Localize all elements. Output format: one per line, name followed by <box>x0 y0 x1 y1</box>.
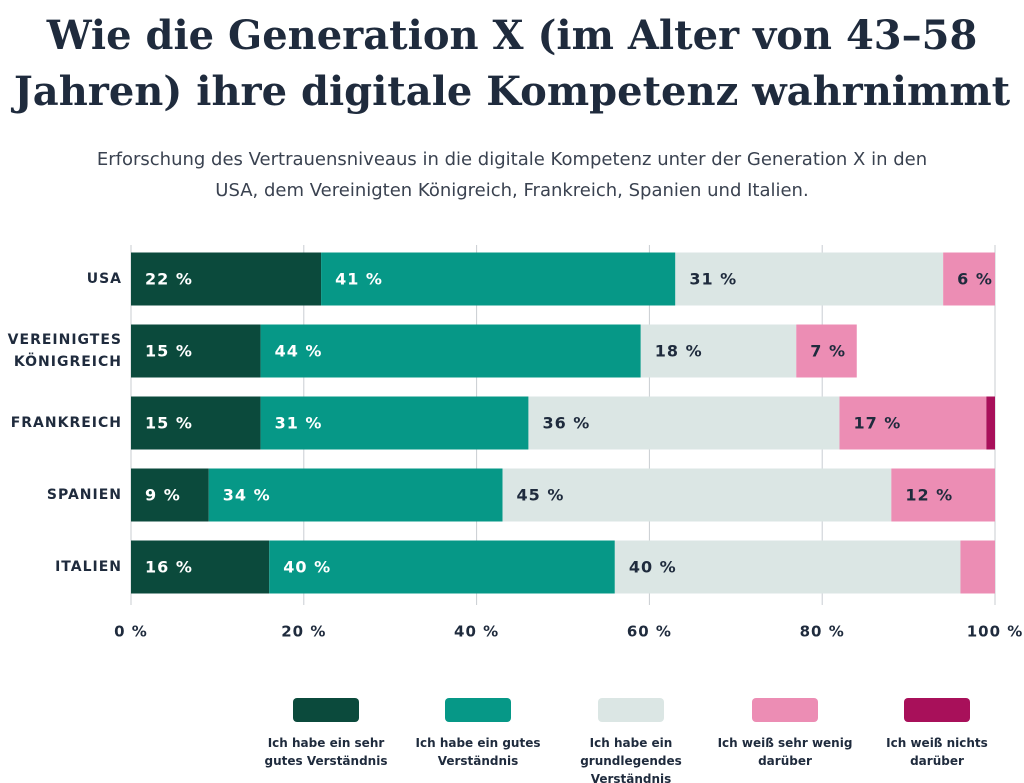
x-tick-label: 100 % <box>967 623 1024 641</box>
bar-segment <box>131 396 261 450</box>
bar-segment <box>208 468 503 522</box>
category-label: ITALIEN <box>55 559 122 575</box>
value-label: 9 % <box>145 486 181 505</box>
bar-segment <box>131 252 322 306</box>
legend-swatch <box>445 698 511 722</box>
value-label: 34 % <box>223 486 271 505</box>
legend-label: Ich weiß nichts darüber <box>886 736 988 768</box>
category-label: USA <box>86 271 122 287</box>
bar-segment <box>502 468 892 522</box>
bar-segment <box>269 540 615 594</box>
value-label: 12 % <box>905 486 953 505</box>
value-label: 15 % <box>145 342 193 361</box>
bar-segment <box>131 324 261 378</box>
bar-segment <box>528 396 840 450</box>
bar-segment <box>640 324 797 378</box>
chart-title: Wie die Generation X (im Alter von 43–58… <box>13 12 1011 115</box>
bar-segment <box>675 252 944 306</box>
legend-swatch <box>904 698 970 722</box>
legend-swatch <box>293 698 359 722</box>
x-tick-label: 0 % <box>114 623 148 641</box>
bar-segment <box>960 540 995 594</box>
category-label: VEREINIGTES KÖNIGREICH <box>7 332 122 370</box>
bar-segment <box>891 468 995 522</box>
value-label: 31 % <box>275 414 323 433</box>
value-label: 44 % <box>275 342 323 361</box>
value-label: 40 % <box>283 558 331 577</box>
bar-segment <box>986 396 995 450</box>
chart-subtitle: Erforschung des Vertrauensniveaus in die… <box>96 149 928 201</box>
category-label: FRANKREICH <box>10 415 122 431</box>
value-label: 18 % <box>655 342 703 361</box>
bar-segment <box>131 468 209 522</box>
value-label: 15 % <box>145 414 193 433</box>
bar-segment <box>796 324 857 378</box>
bar-segment <box>260 396 529 450</box>
value-label: 6 % <box>957 270 993 289</box>
legend-label: Ich habe ein grundlegendes Verständnis <box>580 736 682 783</box>
x-tick-label: 20 % <box>281 623 326 641</box>
x-tick-label: 60 % <box>627 623 672 641</box>
bar-segment <box>321 252 676 306</box>
value-label: 36 % <box>542 414 590 433</box>
legend-swatch <box>598 698 664 722</box>
value-label: 16 % <box>145 558 193 577</box>
value-label: 41 % <box>335 270 383 289</box>
category-label: SPANIEN <box>46 487 122 503</box>
x-tick-label: 40 % <box>454 623 499 641</box>
value-label: 31 % <box>689 270 737 289</box>
x-tick-label: 80 % <box>800 623 845 641</box>
bar-segment <box>260 324 641 378</box>
bar-segment <box>839 396 987 450</box>
value-label: 22 % <box>145 270 193 289</box>
value-label: 17 % <box>853 414 901 433</box>
legend-label: Ich habe ein gutes Verständnis <box>415 736 541 768</box>
value-label: 7 % <box>810 342 846 361</box>
legend-swatch <box>752 698 818 722</box>
legend-label: Ich habe ein sehr gutes Verständnis <box>264 736 388 768</box>
bar-segment <box>614 540 961 594</box>
value-label: 45 % <box>517 486 565 505</box>
bar-segment <box>131 540 270 594</box>
bar-segment <box>943 252 995 306</box>
legend-label: Ich weiß sehr wenig darüber <box>717 736 853 768</box>
value-label: 40 % <box>629 558 677 577</box>
